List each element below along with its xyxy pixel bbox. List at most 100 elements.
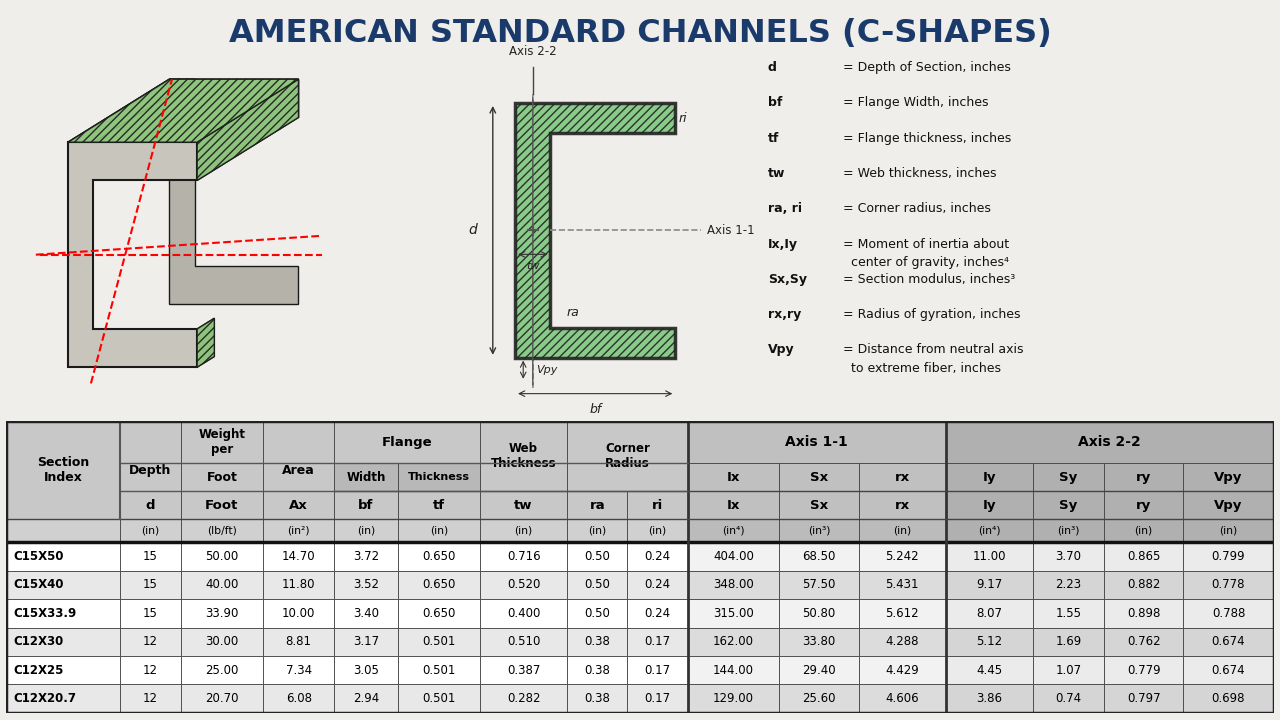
Text: C15X33.9: C15X33.9 [13,607,77,620]
Bar [780,464,859,491]
Bar [946,491,1033,519]
Bar [120,421,180,519]
Text: 3.52: 3.52 [353,578,379,591]
Text: (in): (in) [893,526,911,536]
Bar [859,628,946,656]
Text: Iy: Iy [983,471,996,484]
Text: 4.429: 4.429 [886,664,919,677]
Bar [180,491,262,519]
Polygon shape [68,143,197,367]
Bar [1183,599,1274,628]
Bar [567,685,627,713]
Text: rx,ry: rx,ry [768,308,801,321]
Bar [627,571,687,599]
Bar [180,656,262,685]
Text: 0.674: 0.674 [1212,664,1245,677]
Text: = Distance from neutral axis: = Distance from neutral axis [844,343,1024,356]
Bar [480,628,567,656]
Text: 0.799: 0.799 [1212,550,1245,563]
Text: 348.00: 348.00 [713,578,754,591]
Bar [1105,542,1183,571]
Bar [398,656,480,685]
Text: 57.50: 57.50 [803,578,836,591]
Text: 0.797: 0.797 [1126,692,1161,705]
Bar [1033,571,1105,599]
Text: to extreme fiber, inches: to extreme fiber, inches [844,362,1001,375]
Bar [859,599,946,628]
Bar [1183,519,1274,542]
Text: Flange: Flange [381,436,433,449]
Text: ri: ri [678,112,687,125]
Bar [1183,628,1274,656]
Bar [262,571,334,599]
Bar [334,599,398,628]
Text: 33.90: 33.90 [205,607,238,620]
Text: Foot: Foot [205,498,238,511]
Bar [180,571,262,599]
Text: (lb/ft): (lb/ft) [207,526,237,536]
Bar [780,599,859,628]
Text: d: d [146,498,155,511]
Text: 30.00: 30.00 [205,635,238,648]
Bar [180,542,262,571]
Text: = Section modulus, inches³: = Section modulus, inches³ [844,273,1015,286]
Text: AMERICAN STANDARD CHANNELS (C-SHAPES): AMERICAN STANDARD CHANNELS (C-SHAPES) [229,18,1051,49]
Text: ry: ry [1137,498,1151,511]
Text: 3.72: 3.72 [353,550,379,563]
Bar [6,421,120,519]
Text: 0.17: 0.17 [644,664,671,677]
Text: = Web thickness, inches: = Web thickness, inches [844,167,996,180]
Bar [1105,685,1183,713]
Bar [1183,491,1274,519]
Bar [334,685,398,713]
Text: Vpy: Vpy [1215,498,1243,511]
Bar [859,656,946,685]
Bar [567,628,627,656]
Text: ra: ra [589,498,605,511]
Text: Axis 2-2: Axis 2-2 [509,45,557,58]
Bar [334,571,398,599]
Text: 3.70: 3.70 [1056,550,1082,563]
Bar [946,421,1274,464]
Bar [480,421,567,491]
Bar [480,571,567,599]
Bar [780,628,859,656]
Bar [687,421,946,464]
Text: 15: 15 [143,607,157,620]
Text: = Radius of gyration, inches: = Radius of gyration, inches [844,308,1020,321]
Text: 0.698: 0.698 [1212,692,1245,705]
Bar [780,519,859,542]
Text: tf: tf [768,132,780,145]
Bar [262,599,334,628]
Text: 0.17: 0.17 [644,692,671,705]
Text: 0.282: 0.282 [507,692,540,705]
Text: C12X30: C12X30 [13,635,64,648]
Text: (in): (in) [357,526,375,536]
Bar [687,599,780,628]
Polygon shape [68,79,298,143]
Bar [398,491,480,519]
Bar [1183,571,1274,599]
Text: 129.00: 129.00 [713,692,754,705]
Text: 0.17: 0.17 [644,635,671,648]
Bar [120,571,180,599]
Text: tw: tw [515,498,532,511]
Bar [627,685,687,713]
Text: tw: tw [768,167,786,180]
Bar [1033,656,1105,685]
Bar [946,571,1033,599]
Text: 404.00: 404.00 [713,550,754,563]
Bar [398,542,480,571]
Text: 10.00: 10.00 [282,607,315,620]
Text: 3.05: 3.05 [353,664,379,677]
Text: 0.650: 0.650 [422,578,456,591]
Text: tw: tw [526,261,540,271]
Text: tf: tf [433,498,445,511]
Text: (in²): (in²) [287,526,310,536]
Text: = Corner radius, inches: = Corner radius, inches [844,202,991,215]
Bar [6,571,120,599]
Bar [627,519,687,542]
Text: Sx: Sx [810,498,828,511]
Bar [398,685,480,713]
Text: 15: 15 [143,578,157,591]
